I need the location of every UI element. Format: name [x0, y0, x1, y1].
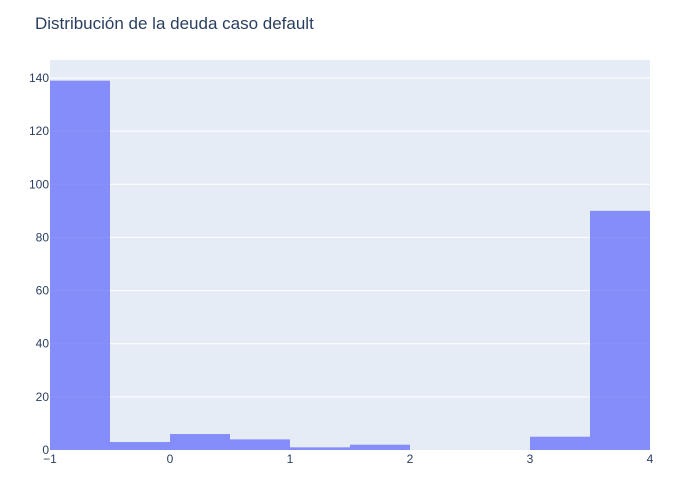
histogram-bar	[50, 80, 110, 451]
y-tick-label: 40	[36, 337, 50, 351]
chart-title: Distribución de la deuda caso default	[35, 14, 314, 33]
histogram-bar	[530, 436, 590, 450]
gridlines	[50, 77, 650, 398]
y-tick-label: 0	[42, 443, 49, 457]
histogram-bar	[290, 447, 350, 450]
y-tick-label: 120	[29, 124, 49, 138]
y-axis-ticks: 0 20 40 60 80 100 120 140	[29, 71, 49, 457]
x-tick-label: 0	[167, 452, 174, 466]
x-tick-label: 2	[407, 452, 414, 466]
bars	[50, 80, 650, 451]
y-tick-label: 140	[29, 71, 49, 85]
y-tick-label: 80	[36, 230, 50, 244]
plot-area	[50, 60, 650, 450]
x-tick-label: −1	[43, 452, 57, 466]
histogram-bar	[230, 439, 290, 450]
y-tick-label: 100	[29, 177, 49, 191]
y-tick-label: 20	[36, 390, 50, 404]
histogram-bar	[590, 210, 650, 450]
histogram-bar	[350, 444, 410, 450]
histogram-bar	[170, 434, 230, 450]
x-tick-label: 1	[287, 452, 294, 466]
x-tick-label: 3	[527, 452, 534, 466]
x-tick-label: 4	[647, 452, 654, 466]
histogram-bar	[110, 442, 170, 450]
y-tick-label: 60	[36, 284, 50, 298]
x-axis-ticks: −1 0 1 2 3 4	[43, 452, 654, 466]
